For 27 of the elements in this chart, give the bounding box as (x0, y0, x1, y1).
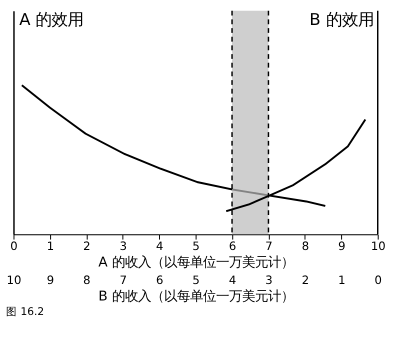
caption: 图 16.2 (6, 306, 44, 318)
x-tick-label: 5 (192, 239, 200, 254)
x2-tick-label: 7 (120, 272, 127, 287)
x-tick-label: 6 (228, 239, 236, 254)
x2-tick-label: 3 (265, 272, 273, 287)
x-tick-label: 1 (46, 239, 54, 254)
x2-tick-label: 6 (156, 272, 164, 287)
x2-tick-label: 0 (374, 272, 382, 287)
x-axis-title: A 的收入（以每单位一万美元计） (98, 254, 294, 271)
x2-tick-label: 5 (192, 272, 200, 287)
x-tick-label: 10 (370, 239, 386, 254)
x2-tick-label: 9 (46, 272, 54, 287)
x-tick-label: 3 (120, 239, 127, 254)
x2-axis-title: B 的收入（以每单位一万美元计） (98, 288, 294, 304)
y-axis-title: A 的效用 (19, 10, 84, 30)
x-tick-label: 0 (10, 239, 18, 254)
y2-axis-title: B 的效用 (309, 10, 374, 30)
x-tick-label: 9 (338, 239, 346, 254)
x2-tick-label: 4 (228, 272, 236, 287)
x-tick-label: 4 (156, 239, 164, 254)
x-tick-label: 2 (83, 239, 90, 254)
x2-tick-label: 1 (338, 272, 346, 287)
x-tick-label: 7 (265, 239, 273, 254)
x2-tick-label: 10 (6, 272, 22, 287)
x2-tick-label: 2 (302, 272, 310, 287)
x-tick-label: 8 (302, 239, 310, 254)
x2-tick-label: 8 (83, 272, 90, 287)
